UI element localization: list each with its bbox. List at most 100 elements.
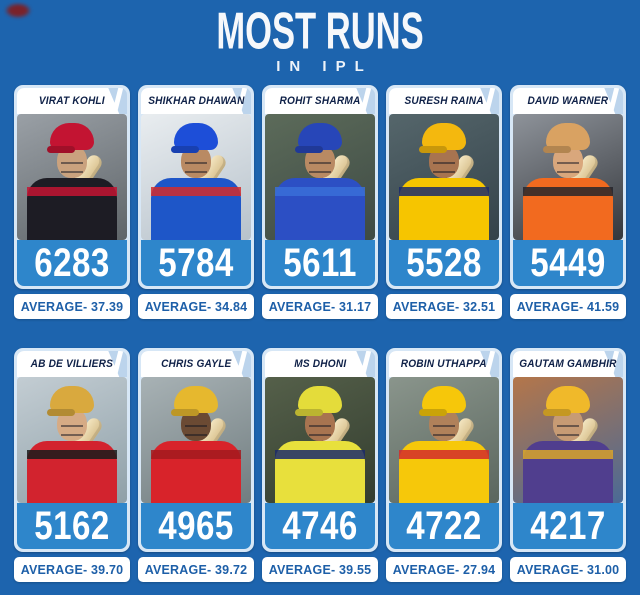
torso-shape: [523, 441, 613, 503]
average-strip: AVERAGE- 34.84: [138, 294, 254, 319]
jersey-accent-shape: [27, 187, 117, 196]
player-name-band: ROHIT SHARMA: [265, 88, 375, 114]
runs-band: 5528: [389, 240, 499, 286]
player-card: ROBIN UTHAPPA 4722 AVERAGE- 27.94: [386, 348, 502, 582]
runs-band: 4217: [513, 503, 623, 549]
name-band-slash: [17, 351, 120, 377]
player-card: GAUTAM GAMBHIR 4217 AVERAGE- 31.00: [510, 348, 626, 582]
average-strip: AVERAGE- 31.17: [262, 294, 378, 319]
runs-value: 4746: [282, 502, 358, 548]
name-band-slash: [17, 88, 120, 114]
player-name: ROHIT SHARMA: [279, 95, 361, 107]
player-photo: [513, 377, 623, 503]
runs-value: 5528: [406, 239, 482, 285]
torso-shape: [27, 441, 117, 503]
torso-shape: [399, 441, 489, 503]
page-title: MOST RUNS: [216, 2, 424, 61]
name-band-slash: [389, 351, 492, 377]
jersey-accent-shape: [399, 187, 489, 196]
helmet-shape: [298, 123, 342, 150]
helmet-shape: [174, 123, 218, 150]
player-name-band: SHIKHAR DHAWAN: [141, 88, 251, 114]
jersey-accent-shape: [523, 187, 613, 196]
player-name: ROBIN UTHAPPA: [401, 358, 487, 370]
runs-band: 5449: [513, 240, 623, 286]
helmet-shape: [422, 123, 466, 150]
player-card: SHIKHAR DHAWAN 5784 AVERAGE- 34.84: [138, 85, 254, 319]
player-photo: [141, 377, 251, 503]
player-name: CHRIS GAYLE: [160, 358, 232, 370]
runs-value: 5784: [158, 239, 234, 285]
helmet-shape: [298, 386, 342, 413]
player-name: SURESH RAINA: [404, 95, 484, 107]
torso-shape: [275, 178, 365, 240]
average-strip: AVERAGE- 41.59: [510, 294, 626, 319]
torso-shape: [27, 178, 117, 240]
player-card: AB DE VILLIERS 5162 AVERAGE- 39.70: [14, 348, 130, 582]
player-name-band: SURESH RAINA: [389, 88, 499, 114]
average-strip: AVERAGE- 39.70: [14, 557, 130, 582]
player-card: VIRAT KOHLI 6283 AVERAGE- 37.39: [14, 85, 130, 319]
average-strip: AVERAGE- 39.72: [138, 557, 254, 582]
players-row-1: VIRAT KOHLI 6283 AVERAGE- 37.39 SHIKHAR …: [0, 85, 640, 319]
runs-value: 5611: [283, 239, 357, 285]
torso-shape: [399, 178, 489, 240]
name-band-slash: [513, 88, 616, 114]
average-strip: AVERAGE- 32.51: [386, 294, 502, 319]
average-strip: AVERAGE- 39.55: [262, 557, 378, 582]
helmet-shape: [422, 386, 466, 413]
player-name-band: VIRAT KOHLI: [17, 88, 127, 114]
player-name: GAUTAM GAMBHIR: [519, 358, 617, 370]
jersey-accent-shape: [275, 187, 365, 196]
runs-value: 4965: [158, 502, 234, 548]
player-name: MS DHONI: [293, 358, 347, 370]
runs-band: 5162: [17, 503, 127, 549]
name-band-slash: [141, 88, 244, 114]
player-name: AB DE VILLIERS: [30, 358, 114, 370]
player-photo: [265, 377, 375, 503]
jersey-accent-shape: [151, 450, 241, 459]
average-strip: AVERAGE- 31.00: [510, 557, 626, 582]
name-band-slash: [389, 88, 492, 114]
player-name: SHIKHAR DHAWAN: [147, 95, 245, 107]
average-strip: AVERAGE- 37.39: [14, 294, 130, 319]
name-band-slash: [513, 351, 616, 377]
runs-value: 4722: [406, 502, 482, 548]
players-row-2: AB DE VILLIERS 5162 AVERAGE- 39.70 CHRIS…: [0, 348, 640, 582]
player-card: CHRIS GAYLE 4965 AVERAGE- 39.72: [138, 348, 254, 582]
name-band-slash: [265, 351, 368, 377]
player-photo: [265, 114, 375, 240]
player-photo: [17, 377, 127, 503]
runs-band: 4965: [141, 503, 251, 549]
player-photo: [513, 114, 623, 240]
player-name-band: DAVID WARNER: [513, 88, 623, 114]
page-subtitle: IN IPL: [276, 58, 373, 75]
player-name-band: MS DHONI: [265, 351, 375, 377]
helmet-shape: [546, 123, 590, 150]
runs-value: 6283: [34, 239, 110, 285]
runs-band: 5611: [265, 240, 375, 286]
player-name-band: ROBIN UTHAPPA: [389, 351, 499, 377]
player-card: ROHIT SHARMA 5611 AVERAGE- 31.17: [262, 85, 378, 319]
corner-logo-mark: [5, 3, 31, 18]
player-name-band: AB DE VILLIERS: [17, 351, 127, 377]
jersey-accent-shape: [275, 450, 365, 459]
jersey-accent-shape: [27, 450, 117, 459]
player-card: SURESH RAINA 5528 AVERAGE- 32.51: [386, 85, 502, 319]
torso-shape: [275, 441, 365, 503]
torso-shape: [151, 441, 241, 503]
player-name-band: GAUTAM GAMBHIR: [513, 351, 623, 377]
helmet-shape: [50, 386, 94, 413]
player-photo: [17, 114, 127, 240]
player-card: MS DHONI 4746 AVERAGE- 39.55: [262, 348, 378, 582]
player-photo: [389, 377, 499, 503]
runs-value: 5162: [34, 502, 110, 548]
player-photo: [389, 114, 499, 240]
player-name-band: CHRIS GAYLE: [141, 351, 251, 377]
runs-band: 4746: [265, 503, 375, 549]
jersey-accent-shape: [151, 187, 241, 196]
runs-value: 5449: [530, 239, 606, 285]
jersey-accent-shape: [399, 450, 489, 459]
runs-band: 6283: [17, 240, 127, 286]
torso-shape: [523, 178, 613, 240]
